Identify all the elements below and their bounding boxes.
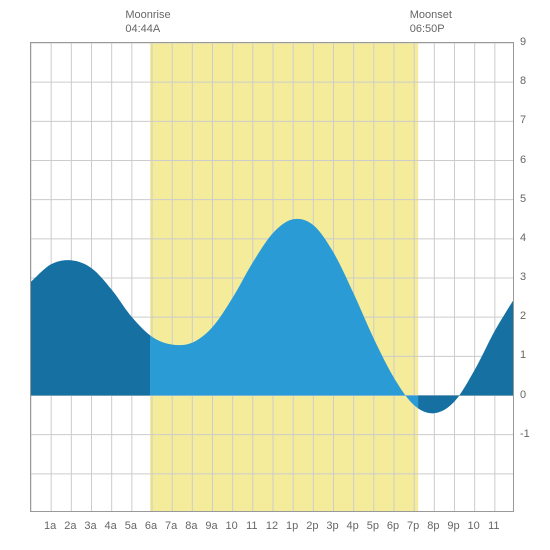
y-tick-label: 8 (520, 75, 526, 87)
x-tick-label: 11 (246, 520, 257, 532)
x-tick-label: 5a (125, 520, 137, 532)
y-tick-label: 2 (520, 310, 526, 322)
x-tick-label: 7p (407, 520, 419, 532)
x-tick-label: 1a (44, 520, 56, 532)
plot-svg (31, 43, 514, 512)
x-tick-label: 8p (427, 520, 439, 532)
x-tick-label: 3p (326, 520, 338, 532)
y-tick-label: 6 (520, 154, 526, 166)
x-tick-label: 12 (266, 520, 278, 532)
x-tick-label: 6p (387, 520, 399, 532)
x-tick-label: 2a (64, 520, 76, 532)
x-tick-label: 5p (367, 520, 379, 532)
header-time: 04:44A (125, 22, 170, 36)
x-tick-label: 9a (205, 520, 217, 532)
y-tick-label: 1 (520, 349, 526, 361)
moonrise-label: Moonrise04:44A (125, 8, 170, 37)
moonset-label: Moonset06:50P (410, 8, 452, 37)
x-tick-label: 4a (105, 520, 117, 532)
x-tick-label: 2p (306, 520, 318, 532)
x-tick-label: 8a (185, 520, 197, 532)
y-tick-label: 4 (520, 232, 526, 244)
x-tick-label: 10 (226, 520, 238, 532)
x-tick-label: 3a (84, 520, 96, 532)
header-time: 06:50P (410, 22, 452, 36)
x-tick-label: 7a (165, 520, 177, 532)
header-title: Moonrise (125, 8, 170, 22)
y-tick-label: 7 (520, 114, 526, 126)
y-tick-label: 3 (520, 271, 526, 283)
tide-chart: -101234567891a2a3a4a5a6a7a8a9a1011121p2p… (8, 8, 542, 542)
x-tick-label: 4p (347, 520, 359, 532)
y-tick-label: 0 (520, 389, 526, 401)
y-tick-label: -1 (520, 428, 530, 440)
x-tick-label: 11 (488, 520, 499, 532)
header-title: Moonset (410, 8, 452, 22)
x-tick-label: 9p (447, 520, 459, 532)
x-tick-label: 10 (468, 520, 480, 532)
x-tick-label: 6a (145, 520, 157, 532)
y-tick-label: 5 (520, 193, 526, 205)
y-tick-label: 9 (520, 36, 526, 48)
plot-area (30, 42, 514, 512)
x-tick-label: 1p (286, 520, 298, 532)
